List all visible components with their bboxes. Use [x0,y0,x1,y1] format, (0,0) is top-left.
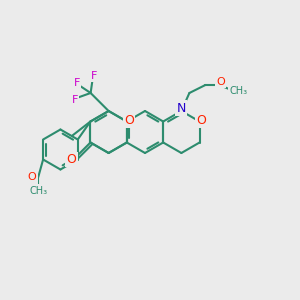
Text: N: N [177,101,186,115]
Text: CH₃: CH₃ [29,185,47,196]
Text: CH₃: CH₃ [229,86,248,96]
Text: O: O [124,114,134,127]
Text: O: O [216,77,225,87]
Text: F: F [74,78,80,88]
Text: F: F [71,95,78,105]
Text: O: O [28,172,37,182]
Text: O: O [196,114,206,127]
Text: O: O [67,153,76,166]
Text: F: F [90,71,97,81]
